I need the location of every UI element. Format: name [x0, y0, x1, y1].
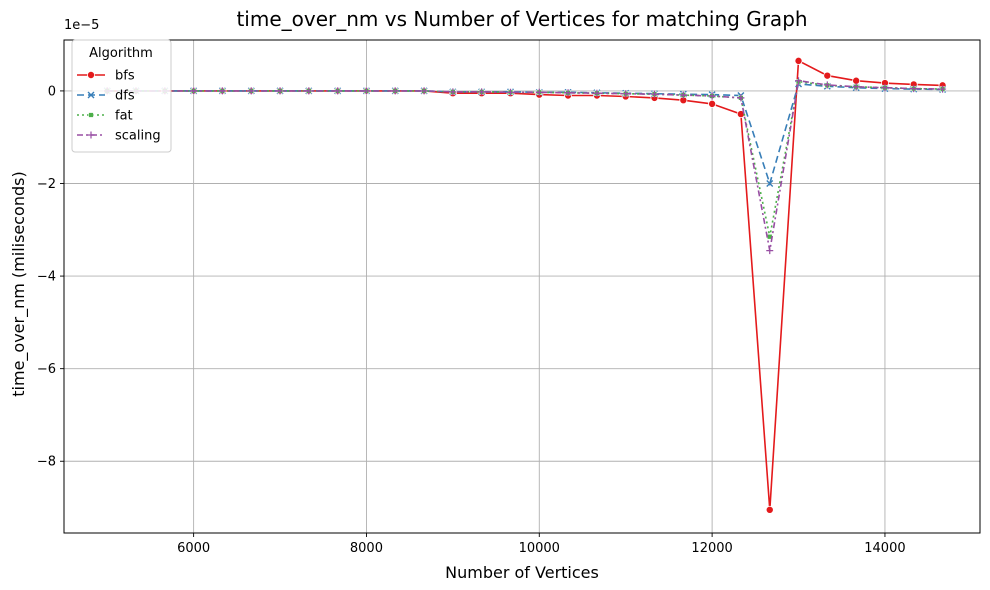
- y-tick-label: 0: [48, 84, 56, 99]
- data-point-scaling: [276, 87, 284, 95]
- x-tick-label: 12000: [691, 541, 732, 556]
- plot-frame: [63, 39, 981, 534]
- data-point-scaling: [910, 85, 918, 93]
- legend-label-scaling: scaling: [115, 129, 161, 144]
- data-point-scaling: [478, 88, 486, 96]
- data-point-bfs: [823, 71, 832, 80]
- y-tick-label: −2: [37, 177, 56, 192]
- legend-label-fat: fat: [115, 109, 133, 124]
- data-point-bfs: [765, 505, 774, 514]
- y-scale-label: 1e−5: [64, 18, 99, 33]
- data-point-scaling: [593, 89, 601, 97]
- data-point-scaling: [795, 77, 803, 85]
- data-point-scaling: [766, 247, 774, 255]
- y-tick-label: −8: [37, 455, 56, 470]
- series-scaling: [103, 77, 947, 255]
- series-line-scaling: [107, 79, 943, 251]
- data-point-scaling: [881, 84, 889, 92]
- x-tick-label: 10000: [519, 541, 560, 556]
- x-tick-label: 14000: [864, 541, 905, 556]
- data-point-scaling: [449, 88, 457, 96]
- legend: Algorithm bfs dfs fat scaling: [71, 39, 172, 153]
- legend-title: Algorithm: [89, 46, 153, 61]
- x-axis-title: Number of Vertices: [445, 563, 599, 582]
- data-point-scaling: [679, 91, 687, 99]
- legend-label-dfs: dfs: [115, 89, 135, 104]
- data-point-scaling: [823, 81, 831, 89]
- data-point-scaling: [852, 83, 860, 91]
- data-point-scaling: [247, 87, 255, 95]
- data-point-scaling: [708, 92, 716, 100]
- data-point-scaling: [391, 87, 399, 95]
- data-point-scaling: [507, 88, 515, 96]
- axes: 6000 8000 10000 12000 14000 −8 −6 −4 −2 0: [37, 39, 981, 556]
- series-layer: [103, 56, 947, 514]
- data-point-scaling: [218, 87, 226, 95]
- legend-box: [71, 39, 172, 153]
- y-tick-label: −6: [37, 362, 56, 377]
- series-line-dfs: [107, 83, 943, 187]
- data-point-scaling: [334, 87, 342, 95]
- y-tick-label: −4: [37, 270, 56, 285]
- legend-marker-bfs: [87, 71, 96, 80]
- data-point-scaling: [190, 87, 198, 95]
- data-point-scaling: [362, 87, 370, 95]
- legend-marker-scaling: [87, 131, 95, 139]
- data-point-scaling: [939, 85, 947, 93]
- data-point-dfs: [766, 180, 774, 187]
- legend-marker-dfs: [87, 91, 95, 99]
- y-axis-title: time_over_nm (miliseconds): [9, 171, 29, 396]
- series-bfs: [103, 56, 947, 514]
- data-point-scaling: [564, 89, 572, 97]
- legend-marker-fat: [88, 112, 94, 118]
- data-point-scaling: [622, 90, 630, 98]
- data-point-scaling: [535, 88, 543, 96]
- data-point-scaling: [305, 87, 313, 95]
- data-point-bfs: [794, 56, 803, 65]
- data-point-scaling: [650, 90, 658, 98]
- chart-title: time_over_nm vs Number of Vertices for m…: [236, 7, 807, 31]
- series-line-bfs: [107, 59, 943, 510]
- series-dfs: [103, 80, 947, 187]
- series-line-fat: [107, 80, 943, 237]
- data-point-bfs: [708, 99, 717, 108]
- grid: [64, 40, 980, 533]
- x-tick-label: 8000: [350, 541, 383, 556]
- legend-label-bfs: bfs: [115, 69, 135, 84]
- data-point-scaling: [420, 87, 428, 95]
- data-point-scaling: [737, 94, 745, 102]
- series-fat: [104, 79, 946, 240]
- x-tick-label: 6000: [177, 541, 210, 556]
